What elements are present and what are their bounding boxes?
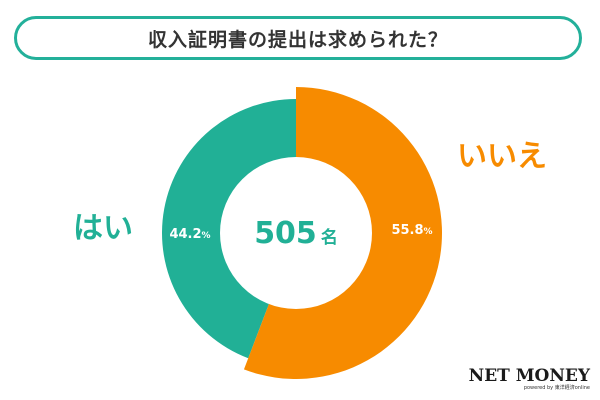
percent-label-yes: 44.2% [169,227,210,242]
logo-subtext: powered by 東洋経済online [523,385,590,391]
logo-text: NET MONEY [468,366,590,386]
legend-label-yes: はい [73,211,133,246]
percent-label-no: 55.8% [391,223,432,238]
chart-title: 収入証明書の提出は求められた？ [14,16,582,60]
center-hole [220,157,372,309]
legend-label-no: いいえ [457,139,547,174]
total-count: 505 名 [254,216,338,251]
netmoney-logo: NET MONEY powered by 東洋経済online [468,366,590,392]
